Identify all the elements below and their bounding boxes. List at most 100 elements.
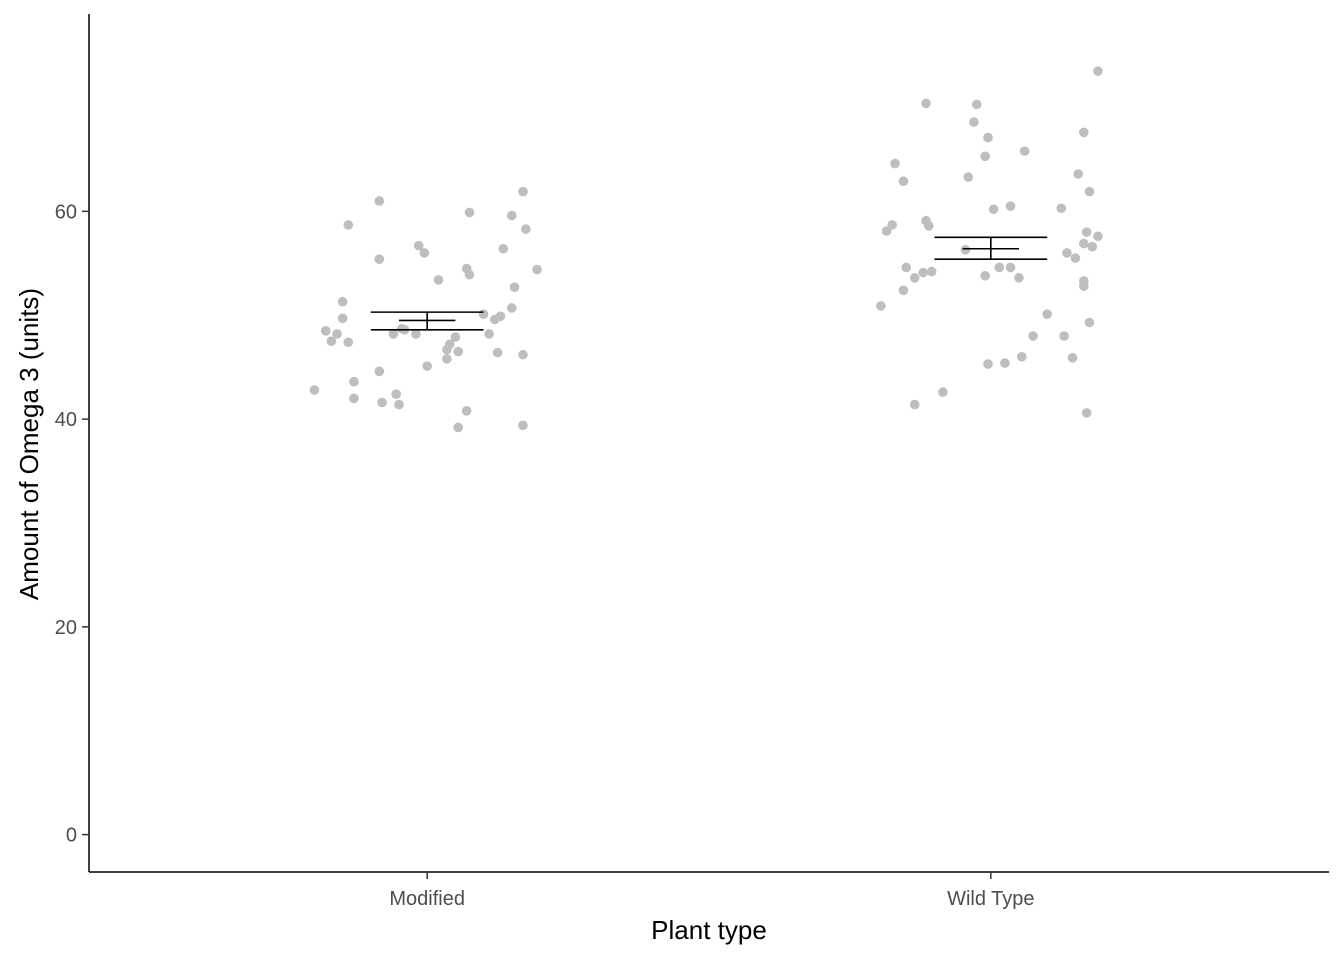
data-point bbox=[1087, 241, 1098, 252]
data-point bbox=[518, 349, 528, 360]
y-tick-label: 20 bbox=[55, 617, 77, 639]
data-point bbox=[422, 361, 432, 371]
data-point bbox=[492, 347, 503, 358]
data-point bbox=[938, 387, 948, 397]
data-point bbox=[518, 186, 528, 197]
data-point bbox=[1079, 281, 1089, 291]
data-point bbox=[969, 117, 979, 127]
data-point bbox=[461, 405, 472, 416]
data-point bbox=[349, 393, 359, 404]
data-point bbox=[495, 311, 506, 322]
data-point bbox=[1093, 231, 1103, 242]
data-point bbox=[1059, 331, 1069, 341]
data-point bbox=[509, 282, 520, 292]
data-point bbox=[1067, 353, 1078, 363]
data-point bbox=[309, 385, 320, 395]
data-point bbox=[881, 226, 892, 236]
data-point bbox=[1005, 201, 1016, 211]
data-point bbox=[887, 220, 897, 230]
data-point bbox=[532, 264, 542, 275]
data-point bbox=[326, 336, 337, 347]
data-point bbox=[971, 99, 982, 110]
data-point bbox=[374, 196, 385, 206]
data-point bbox=[484, 329, 494, 339]
data-point bbox=[909, 273, 920, 283]
data-point bbox=[388, 329, 399, 339]
data-point bbox=[1056, 203, 1067, 214]
data-point bbox=[918, 267, 928, 278]
data-point bbox=[1062, 248, 1072, 258]
data-point bbox=[411, 329, 421, 339]
data-point bbox=[1042, 309, 1052, 319]
data-point bbox=[960, 244, 971, 255]
data-point bbox=[1081, 408, 1092, 418]
data-point bbox=[442, 354, 452, 364]
data-point bbox=[521, 224, 531, 234]
data-point bbox=[1019, 146, 1030, 156]
y-tick-label: 0 bbox=[66, 825, 77, 847]
data-point bbox=[909, 399, 920, 410]
x-tick-label: Modified bbox=[389, 888, 465, 910]
data-point bbox=[1081, 227, 1092, 237]
data-point bbox=[994, 262, 1005, 273]
data-point bbox=[1000, 358, 1010, 368]
summary-bars bbox=[370, 236, 1048, 331]
data-point bbox=[1028, 331, 1038, 341]
data-point bbox=[876, 301, 886, 311]
data-point bbox=[898, 176, 909, 187]
data-point bbox=[450, 332, 461, 342]
data-point bbox=[506, 210, 517, 221]
y-tick-label: 40 bbox=[55, 409, 77, 431]
data-point bbox=[926, 266, 937, 277]
data-point bbox=[506, 303, 517, 313]
data-point bbox=[433, 275, 444, 285]
data-point bbox=[921, 98, 931, 109]
data-point bbox=[890, 158, 900, 169]
data-point bbox=[464, 207, 475, 218]
data-point bbox=[1093, 66, 1103, 76]
data-point bbox=[1084, 186, 1095, 197]
data-point bbox=[983, 359, 993, 369]
data-point bbox=[983, 132, 993, 143]
data-point bbox=[374, 366, 385, 377]
data-point bbox=[320, 326, 331, 336]
data-point bbox=[1084, 317, 1095, 328]
x-tick-label: Wild Type bbox=[947, 888, 1034, 910]
data-point bbox=[1005, 262, 1016, 273]
data-point bbox=[518, 420, 528, 431]
data-point bbox=[1070, 253, 1081, 263]
data-point bbox=[1017, 351, 1027, 362]
data-point bbox=[924, 221, 934, 231]
data-point bbox=[377, 397, 387, 408]
data-point bbox=[478, 309, 489, 319]
data-point bbox=[980, 151, 990, 162]
data-point bbox=[498, 243, 509, 254]
data-point bbox=[1079, 127, 1089, 138]
data-point bbox=[1079, 238, 1089, 249]
data-point bbox=[453, 422, 463, 433]
data-point bbox=[901, 262, 912, 273]
data-point bbox=[464, 269, 475, 280]
data-point bbox=[337, 296, 348, 307]
data-point bbox=[413, 240, 424, 251]
data-point bbox=[337, 313, 348, 324]
data-point bbox=[419, 248, 430, 258]
data-point bbox=[898, 285, 909, 296]
data-point bbox=[374, 254, 385, 264]
data-point bbox=[444, 339, 455, 350]
data-points bbox=[309, 66, 1103, 433]
data-point bbox=[394, 399, 404, 410]
y-axis-title: Amount of Omega 3 (units) bbox=[14, 288, 44, 600]
x-axis-title: Plant type bbox=[651, 915, 767, 945]
data-point bbox=[980, 270, 990, 281]
data-point bbox=[343, 220, 354, 230]
data-point bbox=[963, 172, 974, 182]
data-point bbox=[391, 389, 401, 399]
data-point bbox=[349, 376, 359, 387]
data-point bbox=[453, 346, 463, 357]
data-point bbox=[988, 204, 999, 215]
y-tick-label: 60 bbox=[55, 201, 77, 223]
data-point bbox=[1073, 169, 1083, 179]
